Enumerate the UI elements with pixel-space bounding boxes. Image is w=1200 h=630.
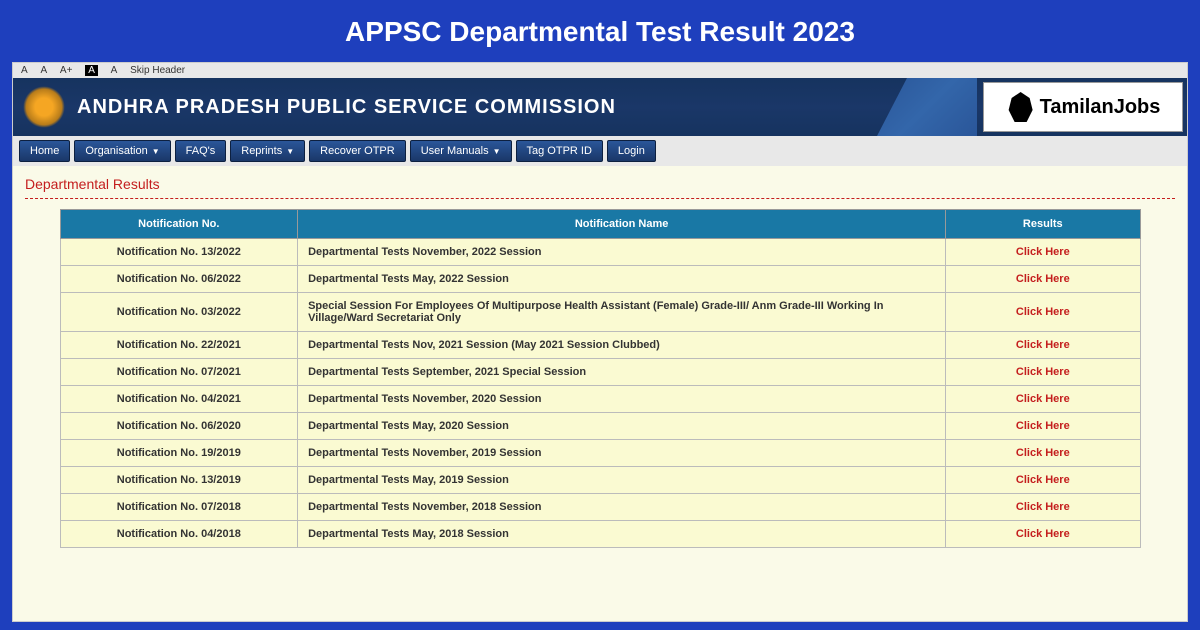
face-icon xyxy=(1006,92,1036,122)
click-here-link[interactable]: Click Here xyxy=(1016,339,1070,351)
font-size-option-active[interactable]: A xyxy=(85,65,98,76)
notification-name: Departmental Tests May, 2020 Session xyxy=(298,413,946,440)
table-row: Notification No. 03/2022Special Session … xyxy=(60,293,1140,332)
result-cell: Click Here xyxy=(946,332,1140,359)
content-area: Departmental Results Notification No. No… xyxy=(13,166,1187,558)
table-row: Notification No. 13/2019Departmental Tes… xyxy=(60,467,1140,494)
table-row: Notification No. 06/2020Departmental Tes… xyxy=(60,413,1140,440)
result-cell: Click Here xyxy=(946,521,1140,548)
notification-number: Notification No. 03/2022 xyxy=(60,293,298,332)
notification-number: Notification No. 07/2021 xyxy=(60,359,298,386)
click-here-link[interactable]: Click Here xyxy=(1016,393,1070,405)
table-row: Notification No. 19/2019Departmental Tes… xyxy=(60,440,1140,467)
main-nav: HomeOrganisation▼FAQ'sReprints▼Recover O… xyxy=(13,136,1187,166)
result-cell: Click Here xyxy=(946,386,1140,413)
notification-name: Departmental Tests May, 2019 Session xyxy=(298,467,946,494)
section-title: Departmental Results xyxy=(25,176,1175,199)
table-row: Notification No. 04/2021Departmental Tes… xyxy=(60,386,1140,413)
notification-number: Notification No. 19/2019 xyxy=(60,440,298,467)
notification-number: Notification No. 22/2021 xyxy=(60,332,298,359)
page-title: APPSC Departmental Test Result 2023 xyxy=(0,0,1200,62)
accessibility-bar: A A A+ A A Skip Header xyxy=(13,63,1187,78)
table-header-results: Results xyxy=(946,210,1140,239)
nav-item-reprints[interactable]: Reprints▼ xyxy=(230,140,305,162)
result-cell: Click Here xyxy=(946,440,1140,467)
notification-number: Notification No. 13/2019 xyxy=(60,467,298,494)
screenshot-container: A A A+ A A Skip Header ANDHRA PRADESH PU… xyxy=(12,62,1188,622)
org-name: ANDHRA PRADESH PUBLIC SERVICE COMMISSION xyxy=(77,96,616,119)
nav-item-home[interactable]: Home xyxy=(19,140,70,162)
table-row: Notification No. 06/2022Departmental Tes… xyxy=(60,266,1140,293)
result-cell: Click Here xyxy=(946,293,1140,332)
nav-item-tag-otpr-id[interactable]: Tag OTPR ID xyxy=(516,140,603,162)
result-cell: Click Here xyxy=(946,467,1140,494)
results-table: Notification No. Notification Name Resul… xyxy=(60,209,1141,548)
click-here-link[interactable]: Click Here xyxy=(1016,447,1070,459)
watermark-text: TamilanJobs xyxy=(1040,96,1161,119)
notification-number: Notification No. 04/2018 xyxy=(60,521,298,548)
font-size-option[interactable]: A+ xyxy=(60,65,73,76)
notification-name: Departmental Tests September, 2021 Speci… xyxy=(298,359,946,386)
site-header: ANDHRA PRADESH PUBLIC SERVICE COMMISSION… xyxy=(13,78,1187,136)
result-cell: Click Here xyxy=(946,494,1140,521)
result-cell: Click Here xyxy=(946,359,1140,386)
click-here-link[interactable]: Click Here xyxy=(1016,273,1070,285)
table-row: Notification No. 07/2018Departmental Tes… xyxy=(60,494,1140,521)
nav-item-user-manuals[interactable]: User Manuals▼ xyxy=(410,140,512,162)
click-here-link[interactable]: Click Here xyxy=(1016,528,1070,540)
notification-name: Departmental Tests November, 2022 Sessio… xyxy=(298,239,946,266)
notification-number: Notification No. 07/2018 xyxy=(60,494,298,521)
nav-item-organisation[interactable]: Organisation▼ xyxy=(74,140,170,162)
chevron-down-icon: ▼ xyxy=(152,147,160,156)
header-decoration xyxy=(877,78,977,136)
state-emblem-icon xyxy=(23,86,65,128)
nav-item-login[interactable]: Login xyxy=(607,140,656,162)
chevron-down-icon: ▼ xyxy=(286,147,294,156)
font-size-option[interactable]: A xyxy=(40,65,47,76)
click-here-link[interactable]: Click Here xyxy=(1016,474,1070,486)
table-header-notification: Notification No. xyxy=(60,210,298,239)
result-cell: Click Here xyxy=(946,266,1140,293)
nav-item-recover-otpr[interactable]: Recover OTPR xyxy=(309,140,406,162)
click-here-link[interactable]: Click Here xyxy=(1016,306,1070,318)
table-row: Notification No. 04/2018Departmental Tes… xyxy=(60,521,1140,548)
notification-name: Special Session For Employees Of Multipu… xyxy=(298,293,946,332)
table-row: Notification No. 07/2021Departmental Tes… xyxy=(60,359,1140,386)
notification-number: Notification No. 13/2022 xyxy=(60,239,298,266)
notification-number: Notification No. 04/2021 xyxy=(60,386,298,413)
table-header-name: Notification Name xyxy=(298,210,946,239)
notification-name: Departmental Tests November, 2019 Sessio… xyxy=(298,440,946,467)
notification-number: Notification No. 06/2022 xyxy=(60,266,298,293)
notification-name: Departmental Tests May, 2018 Session xyxy=(298,521,946,548)
table-row: Notification No. 22/2021Departmental Tes… xyxy=(60,332,1140,359)
skip-header-link[interactable]: Skip Header xyxy=(130,65,185,76)
font-size-option[interactable]: A xyxy=(111,65,118,76)
notification-name: Departmental Tests Nov, 2021 Session (Ma… xyxy=(298,332,946,359)
click-here-link[interactable]: Click Here xyxy=(1016,366,1070,378)
notification-name: Departmental Tests November, 2018 Sessio… xyxy=(298,494,946,521)
result-cell: Click Here xyxy=(946,413,1140,440)
nav-item-faq-s[interactable]: FAQ's xyxy=(175,140,227,162)
chevron-down-icon: ▼ xyxy=(493,147,501,156)
font-size-option[interactable]: A xyxy=(21,65,28,76)
notification-name: Departmental Tests May, 2022 Session xyxy=(298,266,946,293)
click-here-link[interactable]: Click Here xyxy=(1016,501,1070,513)
result-cell: Click Here xyxy=(946,239,1140,266)
watermark-logo: TamilanJobs xyxy=(983,82,1183,132)
table-row: Notification No. 13/2022Departmental Tes… xyxy=(60,239,1140,266)
click-here-link[interactable]: Click Here xyxy=(1016,246,1070,258)
click-here-link[interactable]: Click Here xyxy=(1016,420,1070,432)
notification-name: Departmental Tests November, 2020 Sessio… xyxy=(298,386,946,413)
notification-number: Notification No. 06/2020 xyxy=(60,413,298,440)
